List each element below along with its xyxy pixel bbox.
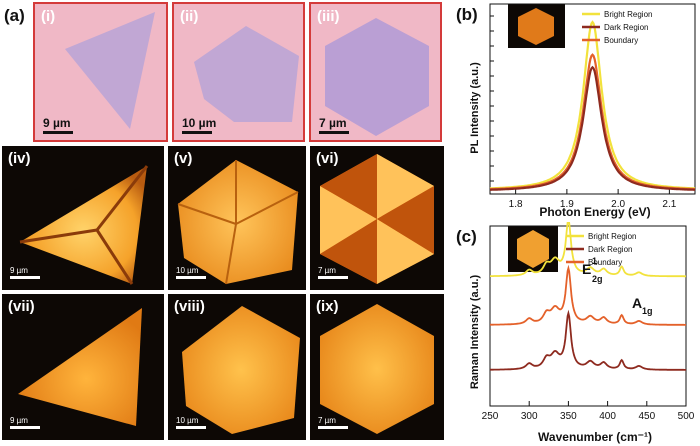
tile-label: (ix) xyxy=(316,298,339,315)
plot-frame xyxy=(489,225,687,407)
inset-hexagon xyxy=(518,8,554,45)
x-tick-label: 2.1 xyxy=(662,199,676,210)
pl-map-hexagon-viii: (viii) 10 µm xyxy=(168,294,306,440)
series-line-dark-region xyxy=(490,65,695,191)
svg-text:A: A xyxy=(632,295,642,311)
scale-bar: 7 µm xyxy=(318,266,348,279)
scale-bar: 7 µm xyxy=(318,416,348,429)
y-axis-label: PL Intensity (a.u.) xyxy=(469,62,481,154)
e2g-peak-label: E 1 2g xyxy=(582,256,603,284)
panel-label-a: (a) xyxy=(4,6,25,25)
scale-bar: 9 µm xyxy=(10,416,40,429)
plot-frame xyxy=(489,3,696,195)
legend-entry: Dark Region xyxy=(604,23,648,32)
tile-label: (iv) xyxy=(8,150,31,167)
series-line-bright-region xyxy=(490,222,686,278)
tile-label: (v) xyxy=(174,150,193,167)
svg-text:1g: 1g xyxy=(642,306,653,316)
scale-bar: 9 µm xyxy=(43,116,73,134)
legend-entry: Bright Region xyxy=(604,10,652,19)
a1g-peak-label: A 1g xyxy=(632,295,653,316)
x-tick-label: 400 xyxy=(599,411,616,422)
tile-label: (ii) xyxy=(180,8,199,25)
series-line-boundary xyxy=(490,53,695,191)
series-line-dark-region xyxy=(490,309,686,371)
series-line-bright-region xyxy=(489,20,696,190)
svg-text:1: 1 xyxy=(592,256,597,266)
pl-map-hexagon-vi: (vi) 7 µm xyxy=(310,146,444,290)
scale-bar: 10 µm xyxy=(182,116,216,134)
legend-entry: Boundary xyxy=(588,258,622,267)
scale-bar: 9 µm xyxy=(10,266,40,279)
x-axis-label: Wavenumber (cm⁻¹) xyxy=(538,430,652,444)
series-line-boundary xyxy=(490,264,686,326)
x-axis-label: Photon Energy (eV) xyxy=(539,205,650,219)
panel-label-c: (c) xyxy=(456,227,477,246)
scale-bar: 7 µm xyxy=(319,116,349,134)
x-tick-label: 1.9 xyxy=(560,199,574,210)
inset-hexagon xyxy=(517,230,549,268)
tile-label: (vii) xyxy=(8,298,35,315)
pl-map-hexagon-ix: (ix) 7 µm xyxy=(310,294,444,440)
pl-spectrum-chart: (b) PL Intensity (a.u.) Photon Energy (e… xyxy=(456,3,696,219)
x-tick-label: 250 xyxy=(482,411,499,422)
x-tick-label: 500 xyxy=(678,411,695,422)
x-tick-label: 300 xyxy=(521,411,538,422)
tile-label: (viii) xyxy=(174,298,205,315)
panel-label-b: (b) xyxy=(456,5,478,24)
pl-map-hexagon-v: (v) 10 µm xyxy=(168,146,306,290)
legend-entry: Boundary xyxy=(604,36,638,45)
optical-image-triangle: (i) 9 µm xyxy=(33,2,168,142)
x-tick-label: 1.8 xyxy=(509,199,523,210)
optical-image-hexagon-large: (iii) 7 µm xyxy=(309,2,442,142)
optical-image-hexagon: (ii) 10 µm xyxy=(172,2,305,142)
tile-label: (vi) xyxy=(316,150,339,167)
scale-bar: 10 µm xyxy=(176,266,206,279)
pl-map-triangle-vii: (vii) 9 µm xyxy=(2,294,164,440)
x-tick-label: 450 xyxy=(638,411,655,422)
x-tick-label: 2.0 xyxy=(611,199,625,210)
raman-spectrum-chart: (c) Raman Intensity (a.u.) Wavenumber (c… xyxy=(456,222,695,444)
tile-label: (iii) xyxy=(317,8,340,25)
scale-bar: 10 µm xyxy=(176,416,206,429)
y-axis-label: Raman Intensity (a.u.) xyxy=(469,275,481,390)
pl-map-triangle-iv: (iv) 9 µm xyxy=(2,146,164,290)
legend-entry: Bright Region xyxy=(588,232,636,241)
svg-text:E: E xyxy=(582,261,591,277)
x-tick-label: 350 xyxy=(560,411,577,422)
tile-label: (i) xyxy=(41,8,56,25)
svg-text:2g: 2g xyxy=(592,274,603,284)
legend-entry: Dark Region xyxy=(588,245,632,254)
